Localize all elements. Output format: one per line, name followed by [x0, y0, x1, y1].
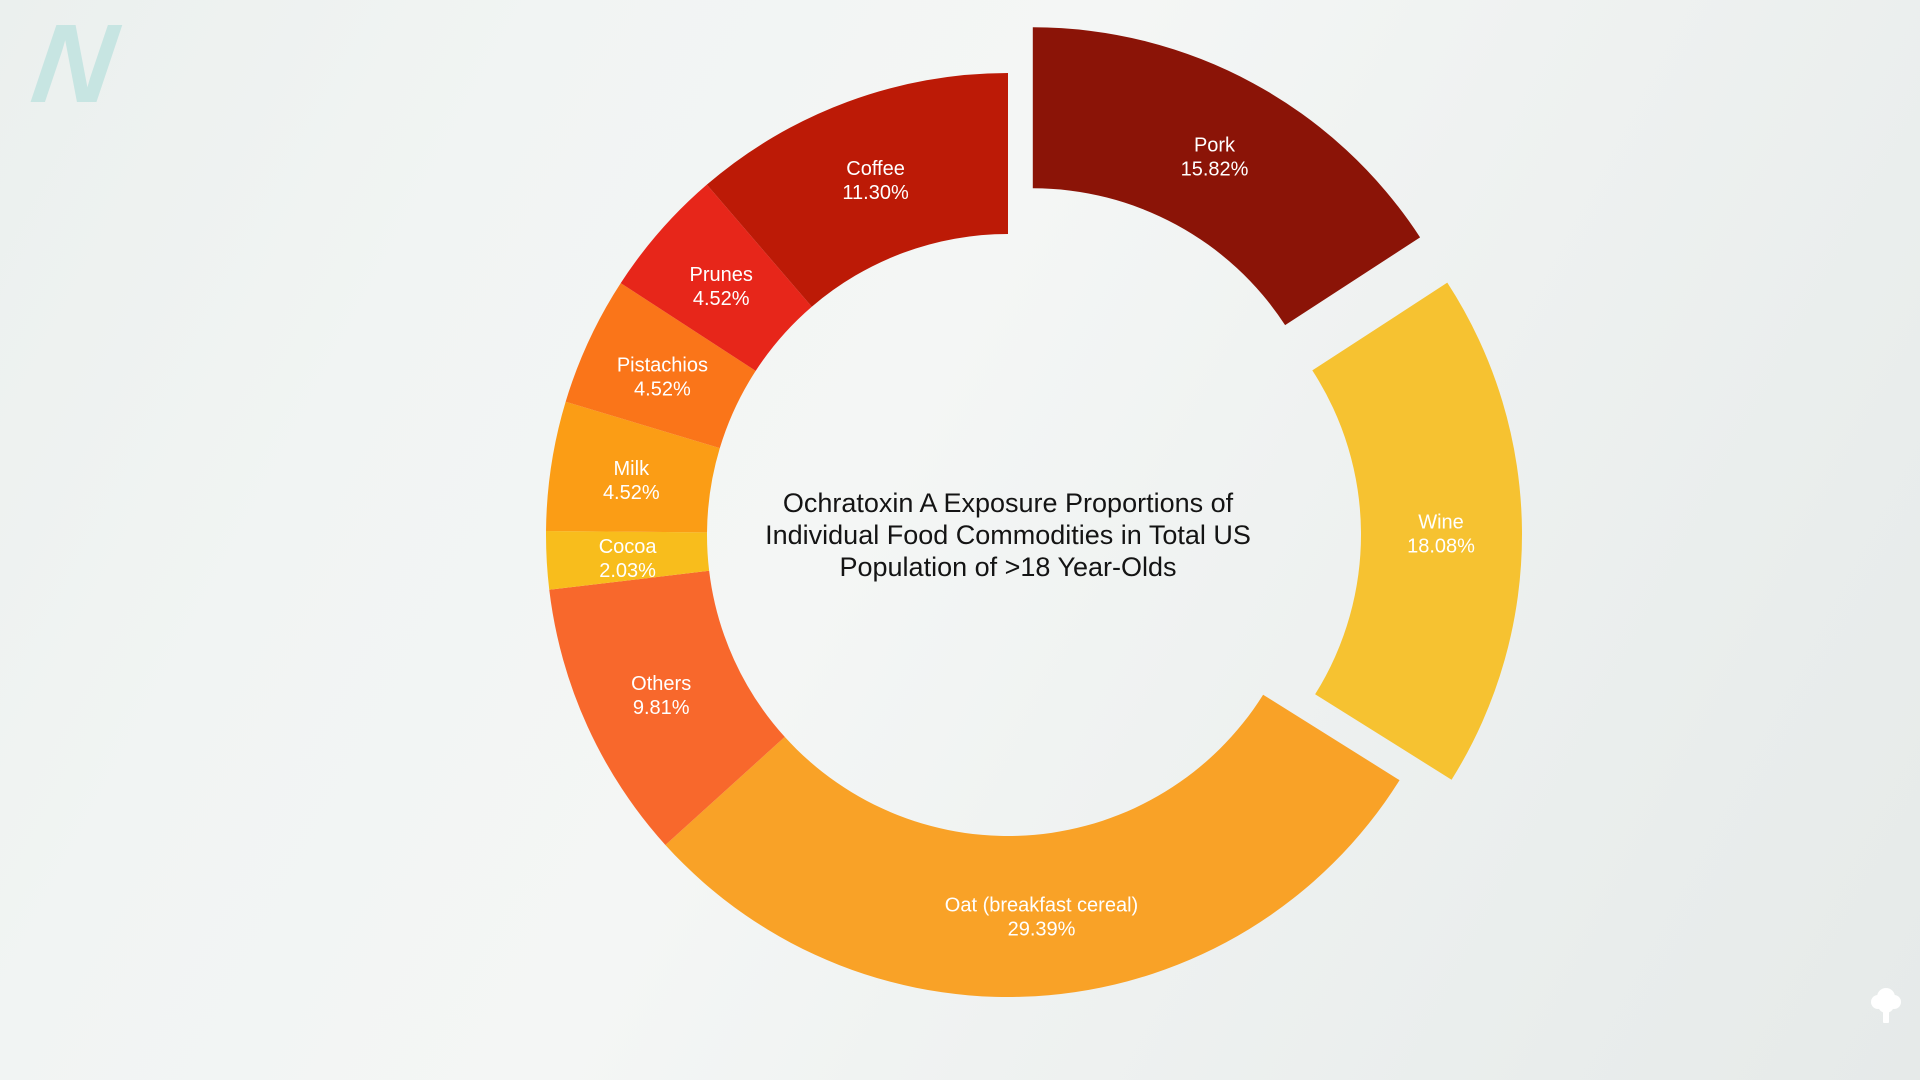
donut-segment-oat-breakfast-cereal: [665, 694, 1400, 997]
segment-value-others: 9.81%: [633, 697, 690, 719]
segment-value-pistachios: 4.52%: [634, 379, 691, 401]
donut-segment-milk: [546, 401, 720, 533]
segment-value-prunes: 4.52%: [693, 288, 750, 310]
donut-segment-pistachios: [565, 283, 756, 449]
segment-name-others: Others: [631, 673, 691, 695]
segment-value-cocoa: 2.03%: [599, 560, 656, 582]
donut-segment-coffee: [706, 73, 1008, 307]
tree-icon: [1871, 988, 1901, 1023]
segment-name-coffee: Coffee: [846, 158, 905, 180]
segment-name-wine: Wine: [1418, 511, 1464, 533]
segment-value-wine: 18.08%: [1407, 535, 1475, 557]
segment-name-prunes: Prunes: [690, 264, 753, 286]
segment-name-pistachios: Pistachios: [617, 355, 708, 377]
donut-segment-others: [549, 570, 785, 845]
donut-segment-wine: [1312, 282, 1522, 780]
chart-title: Ochratoxin A Exposure Proportions of Ind…: [765, 488, 1251, 582]
segment-value-coffee: 11.30%: [842, 182, 909, 204]
donut-segment-cocoa: [546, 531, 710, 590]
segment-name-oat-breakfast-cereal: Oat (breakfast cereal): [945, 895, 1138, 917]
segment-name-pork: Pork: [1194, 134, 1236, 156]
segment-value-oat-breakfast-cereal: 29.39%: [1008, 919, 1076, 941]
segment-value-milk: 4.52%: [603, 482, 660, 504]
segment-name-milk: Milk: [614, 458, 651, 480]
segment-name-cocoa: Cocoa: [599, 536, 658, 558]
donut-segment-pork: [1032, 27, 1421, 326]
segment-value-pork: 15.82%: [1181, 158, 1249, 180]
donut-segment-prunes: [620, 184, 812, 371]
